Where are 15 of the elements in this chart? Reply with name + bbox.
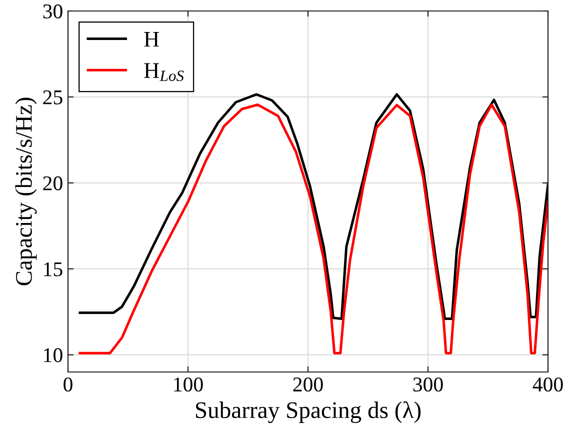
y-tick-label: 25 bbox=[43, 90, 62, 104]
legend-label: H$_{LoS}$ bbox=[144, 63, 184, 82]
line-series bbox=[78, 103, 548, 354]
x-tick-label: 200 bbox=[293, 377, 323, 392]
x-tick-label: 300 bbox=[413, 377, 443, 392]
x-axis-title: Subarray Spacing ds (λ) bbox=[196, 401, 421, 424]
y-axis-title: Capacity (bits/s/Hz) bbox=[15, 98, 37, 286]
x-tick-label: 0 bbox=[64, 377, 72, 392]
y-tick-label: 30 bbox=[43, 4, 62, 18]
y-tick-label: 15 bbox=[44, 262, 62, 276]
x-tick-label: 100 bbox=[174, 377, 203, 392]
x-tick-label: 400 bbox=[532, 377, 563, 392]
y-tick-label: 20 bbox=[43, 176, 62, 190]
y-tick-label: 10 bbox=[44, 348, 62, 362]
legend-label: H bbox=[144, 32, 159, 47]
